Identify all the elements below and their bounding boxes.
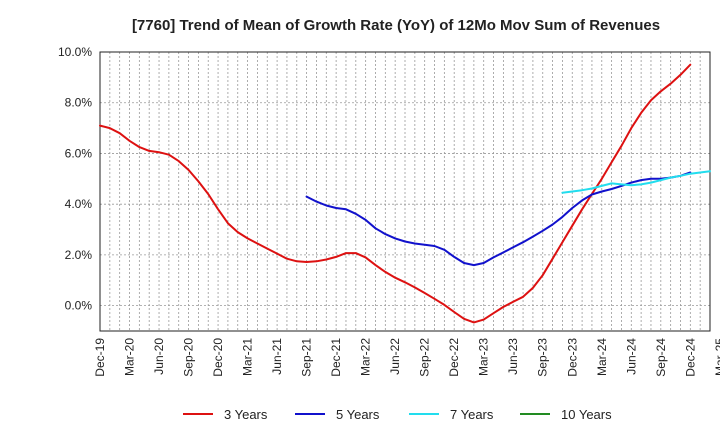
x-tick-label: Mar-21 xyxy=(241,338,255,376)
y-tick-label: 6.0% xyxy=(65,146,93,160)
y-axis-ticks: 0.0% 2.0% 4.0% 6.0% 8.0% 10.0% xyxy=(58,45,92,313)
x-tick-label: Jun-22 xyxy=(388,338,402,375)
x-tick-label: Sep-23 xyxy=(536,338,550,377)
x-tick-label: Dec-22 xyxy=(447,338,461,377)
x-tick-label: Jun-24 xyxy=(624,338,638,375)
x-tick-label: Dec-20 xyxy=(211,338,225,377)
plot-frame xyxy=(99,51,711,332)
y-tick-label: 10.0% xyxy=(58,45,92,59)
x-tick-label: Jun-20 xyxy=(152,338,166,375)
x-tick-label: Sep-24 xyxy=(654,338,668,377)
x-tick-label: Mar-20 xyxy=(123,338,137,376)
legend-label-5-years: 5 Years xyxy=(336,407,380,422)
y-tick-label: 0.0% xyxy=(65,299,93,313)
series-line-5-years xyxy=(305,171,692,267)
x-tick-label: Mar-23 xyxy=(477,338,491,376)
legend-label-3-years: 3 Years xyxy=(224,407,268,422)
x-tick-label: Mar-24 xyxy=(595,338,609,376)
legend-label-7-years: 7 Years xyxy=(450,407,494,422)
x-tick-label: Dec-21 xyxy=(329,338,343,377)
x-tick-label: Jun-23 xyxy=(506,338,520,375)
grid-layer xyxy=(100,51,710,331)
series-line-7-years xyxy=(561,170,711,194)
x-tick-label: Mar-25 xyxy=(713,338,720,376)
legend-label-10-years: 10 Years xyxy=(561,407,612,422)
y-tick-label: 4.0% xyxy=(65,197,93,211)
y-tick-label: 8.0% xyxy=(65,96,93,110)
x-tick-label: Dec-19 xyxy=(93,338,107,377)
x-tick-label: Sep-21 xyxy=(300,338,314,377)
legend: 3 Years 5 Years 7 Years 10 Years xyxy=(183,407,612,422)
x-tick-label: Sep-22 xyxy=(418,338,432,377)
series-layer xyxy=(99,63,711,324)
x-tick-label: Mar-22 xyxy=(359,338,373,376)
chart-title: [7760] Trend of Mean of Growth Rate (YoY… xyxy=(132,17,660,34)
x-tick-label: Dec-24 xyxy=(683,338,697,377)
x-axis-ticks: Dec-19 Mar-20 Jun-20 Sep-20 Dec-20 Mar-21 Jun-… xyxy=(93,338,720,377)
x-tick-label: Jun-21 xyxy=(270,338,284,375)
x-tick-label: Dec-23 xyxy=(565,338,579,377)
y-tick-label: 2.0% xyxy=(65,248,93,262)
x-tick-label: Sep-20 xyxy=(182,338,196,377)
